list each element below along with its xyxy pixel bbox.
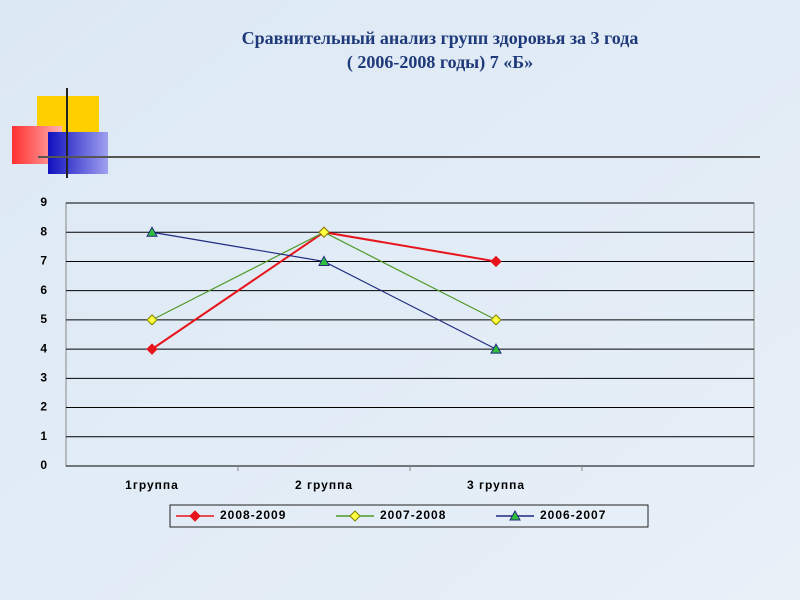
x-tick-label: 2 группа [295,478,353,492]
marker [146,343,158,355]
marker [509,509,521,521]
marker [189,510,201,522]
marker [318,255,330,266]
y-tick-label: 5 [40,312,48,326]
y-tick-label: 3 [40,371,48,385]
legend-label: 2007-2008 [380,508,446,522]
marker [146,226,158,237]
y-tick-label: 9 [40,195,48,209]
y-tick-label: 2 [40,400,48,414]
y-tick-label: 6 [40,283,48,297]
y-tick-label: 7 [40,254,48,268]
y-tick-label: 4 [40,341,48,355]
marker [146,314,158,326]
marker [490,343,502,354]
x-tick-label: 1группа [125,478,179,492]
x-tick-label: 3 группа [467,478,525,492]
marker [490,314,502,326]
chart-title: Сравнительный анализ групп здоровья за 3… [242,28,639,48]
marker [490,255,502,268]
marker [318,226,330,238]
legend-label: 2008-2009 [220,508,286,522]
chart-subtitle: ( 2006-2008 годы) 7 «Б» [347,52,533,73]
y-tick-label: 1 [40,429,48,443]
legend [169,504,649,528]
legend-label: 2006-2007 [540,508,606,522]
deco-square [48,132,108,174]
y-tick-label: 0 [40,458,48,472]
y-tick-label: 8 [40,224,48,238]
marker [349,510,361,522]
